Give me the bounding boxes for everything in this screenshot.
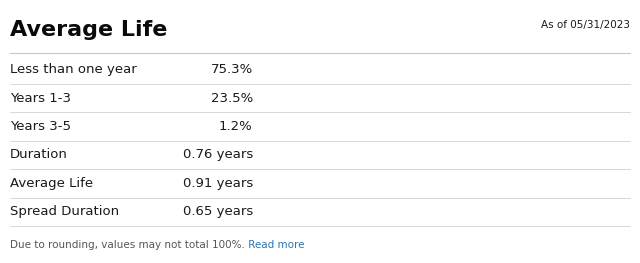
Text: Average Life: Average Life: [10, 20, 168, 40]
Text: 0.65 years: 0.65 years: [182, 205, 253, 218]
Text: 23.5%: 23.5%: [211, 92, 253, 105]
Text: Read more: Read more: [245, 240, 305, 250]
Text: 0.76 years: 0.76 years: [182, 148, 253, 161]
Text: 1.2%: 1.2%: [219, 120, 253, 133]
Text: Average Life: Average Life: [10, 177, 93, 190]
Text: Years 3-5: Years 3-5: [10, 120, 71, 133]
Text: 0.91 years: 0.91 years: [182, 177, 253, 190]
Text: Duration: Duration: [10, 148, 68, 161]
Text: As of 05/31/2023: As of 05/31/2023: [541, 20, 630, 30]
Text: Years 1-3: Years 1-3: [10, 92, 71, 105]
Text: Due to rounding, values may not total 100%.: Due to rounding, values may not total 10…: [10, 240, 245, 250]
Text: Less than one year: Less than one year: [10, 63, 137, 76]
Text: Spread Duration: Spread Duration: [10, 205, 120, 218]
Text: 75.3%: 75.3%: [211, 63, 253, 76]
